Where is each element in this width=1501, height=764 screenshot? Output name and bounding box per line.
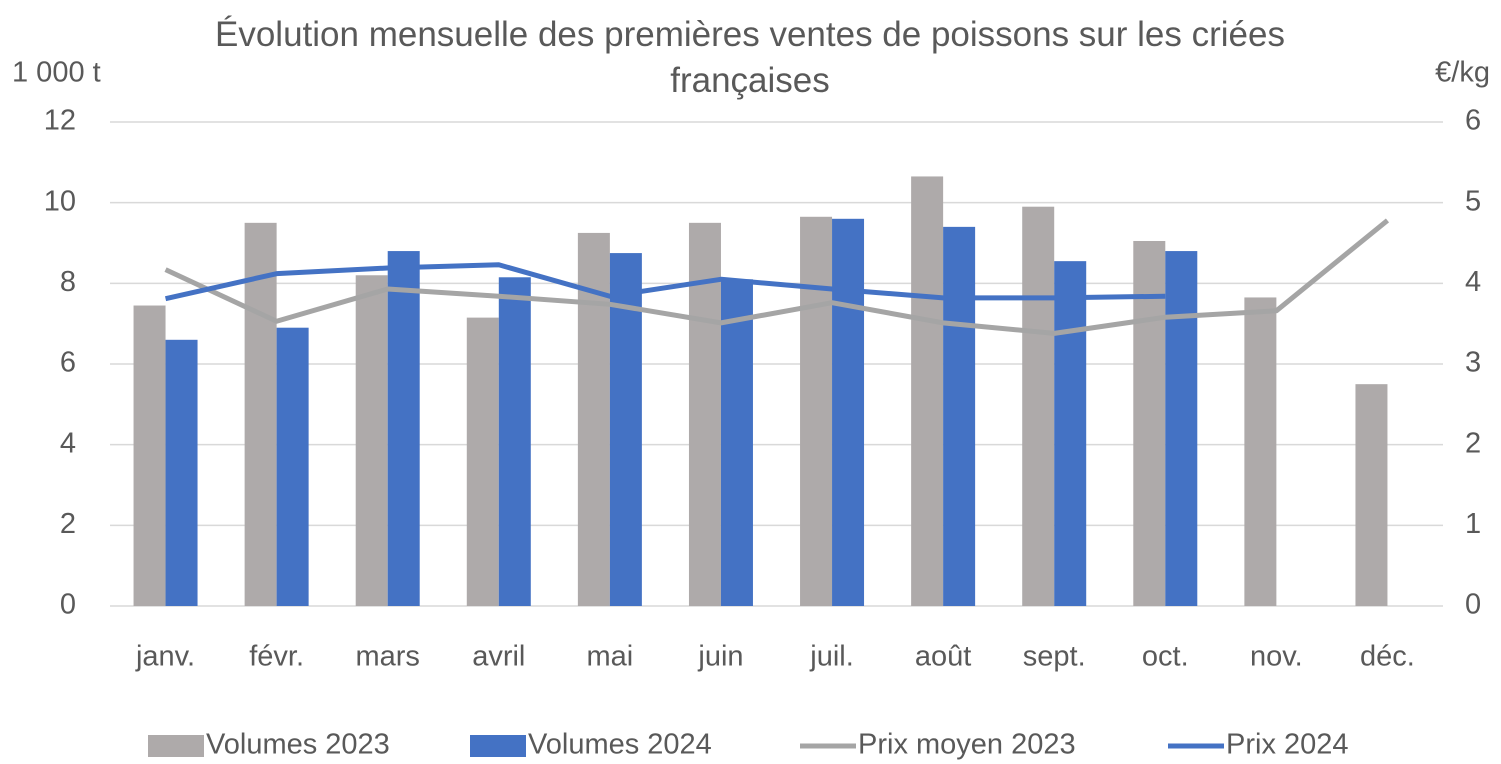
bar — [498, 277, 531, 606]
x-tick-label: sept. — [1023, 641, 1086, 673]
chart-title: Évolution mensuelle des premières ventes… — [215, 15, 1285, 100]
bar — [1244, 297, 1277, 606]
x-tick-label: avril — [472, 641, 525, 673]
bar — [276, 327, 309, 606]
y-tick-label: 6 — [60, 347, 76, 379]
bar — [387, 251, 420, 607]
bar — [609, 253, 642, 607]
y2-tick-label: 4 — [1465, 266, 1481, 298]
bar — [133, 305, 166, 606]
line — [164, 262, 1166, 302]
bar — [244, 222, 277, 607]
bar — [355, 275, 388, 606]
bar — [688, 222, 721, 607]
y-tick-label: 8 — [60, 266, 76, 298]
y-axis-label: 1 000 t — [12, 57, 101, 89]
x-tick-label: nov. — [1250, 641, 1303, 673]
legend-swatch — [148, 735, 204, 757]
y-tick-label: 0 — [60, 589, 76, 621]
y2-tick-label: 6 — [1465, 105, 1481, 137]
x-tick-label: mai — [587, 641, 634, 673]
bar — [1165, 251, 1198, 607]
bar — [1133, 240, 1166, 606]
bar — [165, 339, 198, 606]
x-tick-label: mars — [355, 641, 419, 673]
x-tick-label: déc. — [1360, 641, 1415, 673]
y-tick-label: 4 — [60, 427, 76, 459]
x-tick-label: janv. — [135, 641, 195, 673]
y2-tick-label: 3 — [1465, 347, 1481, 379]
bar — [911, 176, 944, 606]
x-tick-label: oct. — [1142, 641, 1189, 673]
bar — [466, 317, 499, 606]
bar — [720, 279, 753, 606]
y2-axis-label: €/kg — [1435, 57, 1490, 89]
y-tick-label: 2 — [60, 508, 76, 540]
x-tick-label: févr. — [249, 641, 304, 673]
bar — [943, 226, 976, 606]
legend-swatch — [470, 735, 526, 757]
legend-label: Prix 2024 — [1226, 729, 1349, 761]
bar — [1355, 384, 1388, 606]
y2-tick-label: 1 — [1465, 508, 1481, 540]
y2-tick-label: 2 — [1465, 427, 1481, 459]
line — [164, 218, 1390, 336]
x-tick-label: juil. — [809, 641, 854, 673]
x-tick-label: juin — [697, 641, 743, 673]
y-tick-label: 10 — [44, 185, 76, 217]
legend-label: Volumes 2024 — [528, 729, 712, 761]
y2-tick-label: 0 — [1465, 589, 1481, 621]
bar — [800, 216, 833, 607]
bar — [832, 218, 865, 607]
x-tick-label: août — [915, 641, 971, 673]
bar — [1054, 261, 1087, 606]
y-tick-label: 12 — [44, 105, 76, 137]
legend-label: Volumes 2023 — [206, 729, 390, 761]
bar — [1022, 206, 1055, 606]
legend-label: Prix moyen 2023 — [858, 729, 1076, 761]
y2-tick-label: 5 — [1465, 185, 1481, 217]
